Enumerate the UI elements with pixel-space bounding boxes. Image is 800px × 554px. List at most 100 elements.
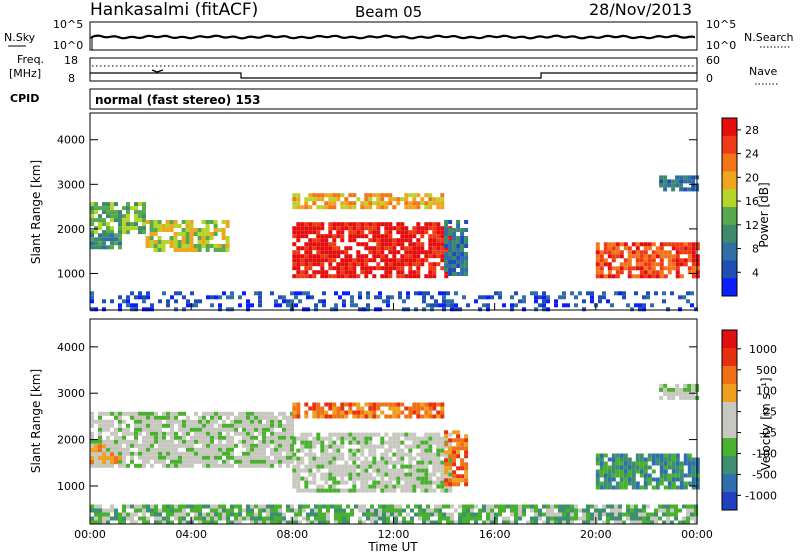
data-cell xyxy=(222,504,226,509)
data-cell xyxy=(274,447,278,452)
data-cell xyxy=(408,480,413,485)
data-cell xyxy=(452,438,457,443)
data-cell xyxy=(153,248,158,252)
data-cell xyxy=(304,402,309,407)
data-cell xyxy=(364,201,369,206)
data-cell xyxy=(218,508,222,513)
data-cell xyxy=(611,266,616,271)
data-cell xyxy=(458,520,462,525)
data-cell xyxy=(242,431,246,436)
data-cell xyxy=(150,411,154,416)
data-cell xyxy=(651,461,656,466)
data-cell xyxy=(422,516,426,521)
colorbar-segment xyxy=(722,402,737,421)
data-cell xyxy=(442,504,446,509)
data-cell xyxy=(126,463,130,468)
data-cell xyxy=(364,254,369,259)
data-cell xyxy=(448,466,453,471)
data-cell xyxy=(198,516,202,521)
data-cell xyxy=(194,427,198,432)
data-cell xyxy=(404,201,409,206)
data-cell xyxy=(642,504,646,509)
data-cell xyxy=(166,419,170,424)
data-cell xyxy=(659,383,664,388)
data-cell xyxy=(412,402,417,407)
data-cell xyxy=(153,220,158,224)
data-cell xyxy=(328,468,333,473)
data-cell xyxy=(406,504,410,509)
data-cell xyxy=(304,440,309,445)
data-cell xyxy=(222,508,226,513)
data-cell xyxy=(460,272,465,276)
data-cell xyxy=(102,512,106,517)
data-cell xyxy=(182,455,186,460)
data-cell xyxy=(695,258,700,263)
data-cell xyxy=(416,410,421,415)
data-cell xyxy=(683,485,688,490)
data-cell xyxy=(278,451,282,456)
data-cell xyxy=(364,205,369,210)
data-cell xyxy=(595,246,600,251)
data-cell xyxy=(162,463,166,468)
data-cell xyxy=(603,258,608,263)
data-cell xyxy=(659,274,664,279)
data-cell xyxy=(615,274,620,279)
data-cell xyxy=(202,411,206,416)
data-cell xyxy=(690,512,694,517)
data-cell xyxy=(292,472,297,477)
data-cell xyxy=(332,448,337,453)
data-cell xyxy=(691,262,696,267)
data-cell xyxy=(316,468,321,473)
data-cell xyxy=(599,270,604,275)
data-cell xyxy=(226,520,230,525)
data-cell xyxy=(424,406,429,411)
data-cell xyxy=(114,218,118,223)
data-cell xyxy=(225,220,230,224)
data-cell xyxy=(314,303,318,308)
data-cell xyxy=(234,516,238,521)
data-cell xyxy=(695,473,700,478)
data-cell xyxy=(304,254,309,259)
data-cell xyxy=(432,254,437,259)
data-cell xyxy=(426,516,430,521)
data-cell xyxy=(432,266,437,271)
data-cell xyxy=(162,508,166,513)
data-cell xyxy=(282,427,286,432)
data-cell xyxy=(274,512,278,517)
colorbar-tick-label: 12 xyxy=(745,219,759,232)
data-cell xyxy=(646,516,650,521)
data-cell xyxy=(456,260,461,264)
data-cell xyxy=(130,226,134,231)
data-cell xyxy=(122,459,126,464)
data-cell xyxy=(238,504,242,509)
data-cell xyxy=(674,512,678,517)
data-cell xyxy=(153,240,158,244)
data-cell xyxy=(306,307,310,312)
data-cell xyxy=(282,516,286,521)
data-cell xyxy=(254,419,258,424)
data-cell xyxy=(376,250,381,255)
data-cell xyxy=(348,262,353,267)
data-cell xyxy=(687,179,692,184)
data-cell xyxy=(440,444,445,449)
data-cell xyxy=(372,484,377,489)
data-cell xyxy=(90,504,94,509)
data-cell xyxy=(416,464,421,469)
data-cell xyxy=(436,456,441,461)
data-cell xyxy=(376,402,381,407)
data-cell xyxy=(292,197,297,202)
data-cell xyxy=(432,468,437,473)
data-cell xyxy=(675,457,680,462)
data-cell xyxy=(602,520,606,525)
data-cell xyxy=(452,458,457,463)
data-cell xyxy=(651,485,656,490)
data-cell xyxy=(671,246,676,251)
y-tick-label: 4000 xyxy=(57,341,85,354)
data-cell xyxy=(149,236,154,240)
data-cell xyxy=(683,250,688,255)
data-cell xyxy=(332,197,337,202)
data-cell xyxy=(687,461,692,466)
data-cell xyxy=(364,270,369,275)
data-cell xyxy=(466,303,470,308)
data-cell xyxy=(90,210,94,215)
